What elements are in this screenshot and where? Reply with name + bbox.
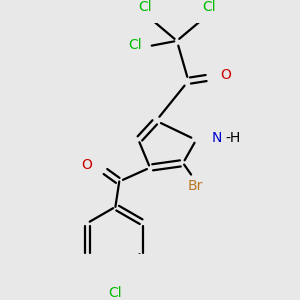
- Text: Cl: Cl: [109, 286, 122, 300]
- Text: Cl: Cl: [128, 38, 142, 52]
- Text: -H: -H: [225, 131, 241, 145]
- Text: Cl: Cl: [202, 0, 216, 14]
- Text: Br: Br: [188, 179, 203, 193]
- Text: Cl: Cl: [138, 0, 152, 14]
- Text: O: O: [82, 158, 92, 172]
- Text: O: O: [221, 68, 232, 83]
- Text: N: N: [212, 131, 222, 145]
